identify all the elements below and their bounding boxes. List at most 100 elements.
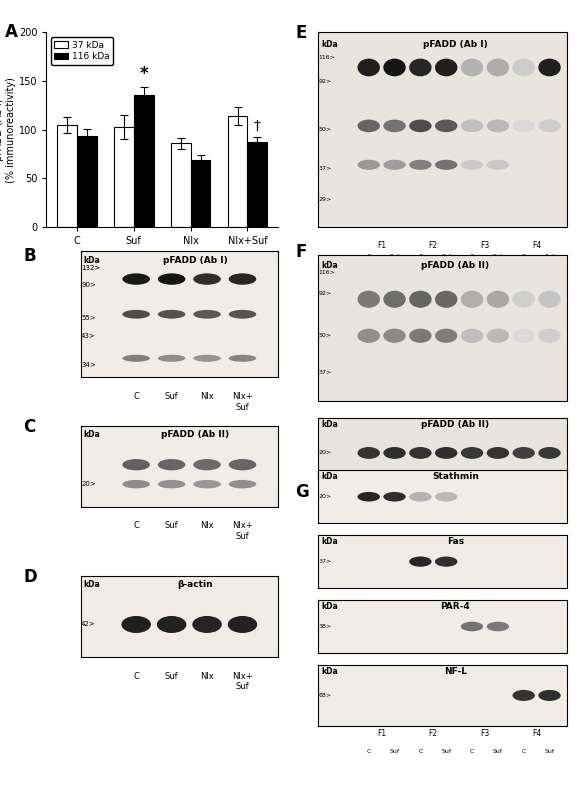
- Text: pFADD (Ab II): pFADD (Ab II): [161, 430, 229, 439]
- Text: A: A: [5, 23, 17, 41]
- Ellipse shape: [435, 447, 457, 459]
- Ellipse shape: [193, 310, 221, 319]
- Text: 42>: 42>: [81, 621, 96, 628]
- Text: F1: F1: [377, 241, 386, 250]
- Text: kDa: kDa: [321, 603, 338, 611]
- Text: F2: F2: [428, 487, 438, 496]
- Ellipse shape: [122, 310, 150, 319]
- Text: 116>: 116>: [318, 55, 335, 60]
- Text: Suf: Suf: [544, 496, 555, 502]
- Text: kDa: kDa: [321, 41, 338, 49]
- Text: NF-L: NF-L: [444, 667, 467, 676]
- Text: pFADD (Ab I): pFADD (Ab I): [423, 41, 488, 49]
- Text: 92>: 92>: [318, 291, 332, 296]
- Ellipse shape: [228, 616, 257, 633]
- Ellipse shape: [538, 690, 560, 701]
- Text: F4: F4: [532, 241, 541, 250]
- Text: Suf: Suf: [544, 749, 555, 753]
- Ellipse shape: [461, 119, 483, 132]
- Ellipse shape: [487, 119, 509, 132]
- Text: Fas: Fas: [447, 538, 464, 547]
- Ellipse shape: [158, 480, 185, 488]
- Ellipse shape: [538, 447, 560, 459]
- Bar: [113, 127, 134, 227]
- Text: C: C: [133, 672, 139, 680]
- Text: Suf: Suf: [544, 255, 555, 260]
- Text: 38>: 38>: [318, 624, 332, 629]
- Text: F4: F4: [532, 729, 541, 738]
- Ellipse shape: [435, 119, 457, 132]
- Text: 20>: 20>: [318, 494, 332, 500]
- Ellipse shape: [383, 290, 406, 308]
- Text: C: C: [522, 749, 526, 753]
- Ellipse shape: [435, 492, 457, 501]
- Ellipse shape: [512, 58, 535, 76]
- Text: 90>: 90>: [81, 282, 96, 289]
- Ellipse shape: [229, 459, 256, 470]
- Y-axis label: pFADD (Ab I)
(% immunoreactivity): pFADD (Ab I) (% immunoreactivity): [0, 77, 16, 182]
- Text: 34>: 34>: [81, 362, 96, 367]
- Ellipse shape: [383, 160, 406, 169]
- Text: 43>: 43>: [81, 333, 96, 339]
- Text: C: C: [470, 496, 474, 502]
- Text: 37>: 37>: [318, 166, 332, 171]
- Text: F3: F3: [481, 729, 490, 738]
- Ellipse shape: [409, 556, 431, 567]
- Text: G: G: [295, 483, 309, 500]
- Text: Suf: Suf: [165, 521, 178, 530]
- Text: 29>: 29>: [318, 197, 332, 202]
- Ellipse shape: [461, 290, 483, 308]
- Text: *: *: [140, 65, 148, 83]
- Text: †: †: [254, 118, 261, 133]
- Bar: [57, 125, 77, 227]
- Text: pFADD (Ab II): pFADD (Ab II): [422, 261, 489, 270]
- Text: 50>: 50>: [318, 127, 331, 132]
- Text: Suf: Suf: [493, 496, 503, 502]
- Ellipse shape: [512, 290, 535, 308]
- Text: 37>: 37>: [318, 559, 332, 564]
- Ellipse shape: [357, 492, 380, 501]
- Ellipse shape: [435, 556, 457, 567]
- Ellipse shape: [409, 492, 431, 501]
- Text: kDa: kDa: [321, 473, 338, 482]
- Ellipse shape: [512, 328, 535, 343]
- Ellipse shape: [383, 58, 406, 76]
- Ellipse shape: [357, 160, 380, 169]
- Text: Nlx: Nlx: [200, 672, 214, 680]
- Text: kDa: kDa: [321, 261, 338, 270]
- Ellipse shape: [487, 328, 509, 343]
- Ellipse shape: [122, 273, 150, 285]
- Ellipse shape: [487, 447, 509, 459]
- Ellipse shape: [435, 328, 457, 343]
- Text: Suf: Suf: [493, 749, 503, 753]
- Ellipse shape: [409, 119, 431, 132]
- Ellipse shape: [512, 447, 535, 459]
- Ellipse shape: [122, 354, 150, 362]
- Ellipse shape: [512, 119, 535, 132]
- Text: F3: F3: [481, 487, 490, 496]
- Ellipse shape: [435, 58, 457, 76]
- Text: F1: F1: [377, 487, 386, 496]
- Text: C: C: [522, 496, 526, 502]
- Ellipse shape: [512, 690, 535, 701]
- Bar: [171, 144, 190, 227]
- Ellipse shape: [538, 58, 560, 76]
- Ellipse shape: [435, 290, 457, 308]
- Text: 50>: 50>: [318, 333, 331, 338]
- Text: kDa: kDa: [83, 430, 100, 439]
- Ellipse shape: [409, 290, 431, 308]
- Bar: [190, 160, 211, 227]
- Text: 20>: 20>: [318, 450, 332, 456]
- Ellipse shape: [357, 328, 380, 343]
- Text: F3: F3: [481, 241, 490, 250]
- Text: Suf: Suf: [390, 749, 400, 753]
- Ellipse shape: [193, 459, 221, 470]
- Text: Nlx: Nlx: [200, 521, 214, 530]
- Ellipse shape: [357, 58, 380, 76]
- Text: pFADD (Ab I): pFADD (Ab I): [163, 256, 228, 265]
- Ellipse shape: [461, 58, 483, 76]
- Bar: [247, 143, 267, 227]
- Text: Nlx+
Suf: Nlx+ Suf: [232, 393, 253, 412]
- Text: Suf: Suf: [441, 749, 451, 753]
- Text: 37>: 37>: [318, 370, 332, 375]
